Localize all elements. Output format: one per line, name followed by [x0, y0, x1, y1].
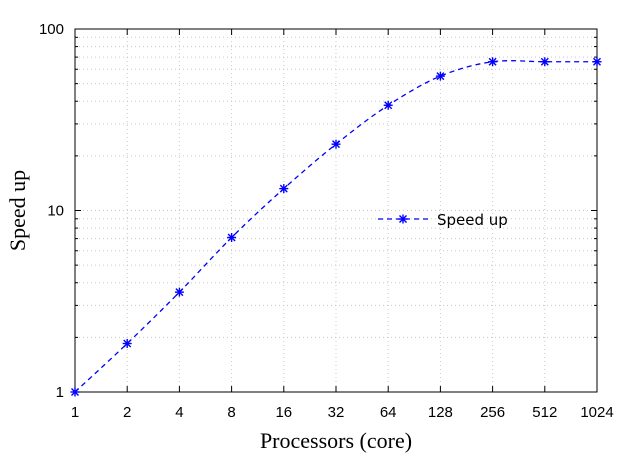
data-point [435, 71, 445, 81]
grid [75, 29, 597, 392]
y-tick-labels: 1 10 100 [39, 21, 64, 401]
x-tick-label: 32 [328, 404, 345, 421]
y-tick-label: 1 [56, 384, 64, 401]
legend-marker [398, 214, 408, 224]
marker-stroke [540, 57, 549, 66]
marker-stroke [384, 101, 393, 110]
data-point [279, 184, 289, 194]
data-point [383, 100, 393, 110]
series-markers [70, 57, 602, 397]
y-axis-title: Speed up [5, 170, 30, 251]
data-point [592, 57, 602, 67]
data-point [227, 232, 237, 242]
data-point [540, 57, 550, 67]
data-point [70, 387, 80, 397]
data-point [331, 139, 341, 149]
data-point [488, 57, 498, 67]
data-point [122, 339, 132, 349]
x-tick-label: 512 [532, 404, 557, 421]
legend-label: Speed up [437, 211, 508, 229]
marker-stroke [436, 72, 445, 81]
marker-stroke [71, 388, 79, 396]
x-tick-labels: 1 2 4 8 16 32 64 128 256 512 1024 [71, 404, 614, 421]
series-line [74, 60, 597, 393]
marker-stroke [279, 184, 288, 193]
x-tick-label: 64 [380, 404, 397, 421]
x-tick-label: 1 [71, 404, 79, 421]
x-tick-label: 256 [480, 404, 505, 421]
marker-stroke [593, 57, 601, 66]
y-tick-label: 10 [47, 203, 64, 220]
x-tick-label: 128 [428, 404, 453, 421]
data-point [174, 287, 184, 297]
legend: Speed up [378, 211, 508, 229]
marker-stroke [227, 233, 236, 242]
marker-stroke [399, 215, 407, 223]
x-tick-label: 8 [227, 404, 235, 421]
x-tick-label: 16 [275, 404, 292, 421]
x-tick-label: 2 [123, 404, 131, 421]
x-tick-label: 4 [175, 404, 183, 421]
marker-stroke [175, 288, 184, 297]
marker-stroke [123, 339, 132, 348]
x-tick-label: 1024 [580, 404, 613, 421]
legend-marker-glyph [398, 214, 408, 224]
x-axis-title: Processors (core) [260, 428, 412, 453]
y-tick-label: 100 [39, 21, 64, 38]
marker-stroke [488, 57, 497, 66]
marker-stroke [332, 140, 340, 149]
axis-ticks [74, 29, 598, 393]
